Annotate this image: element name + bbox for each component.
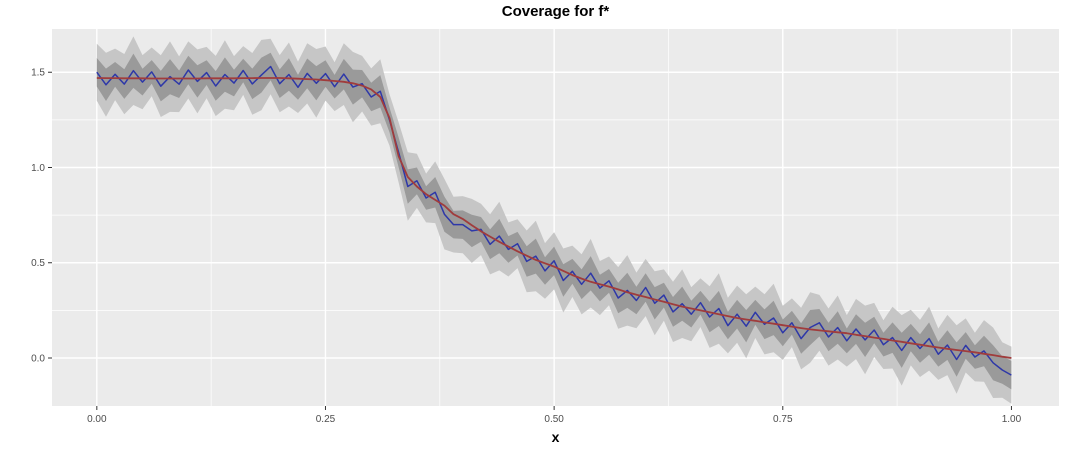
outer-credible-band — [96, 36, 1012, 404]
x-tick-label: 0.50 — [544, 414, 564, 425]
geoms — [96, 36, 1012, 404]
x-tick-label: 1.00 — [1002, 414, 1022, 425]
inner-credible-band — [96, 52, 1012, 390]
true-function-line — [96, 77, 1012, 359]
y-tick-label: 0.0 — [31, 353, 45, 364]
x-axis-title: x — [551, 429, 560, 445]
x-tick-label: 0.25 — [316, 414, 336, 425]
chart-title: Coverage for f* — [501, 3, 610, 20]
y-tick-label: 0.5 — [31, 258, 45, 269]
y-tick-label: 1.5 — [31, 68, 45, 79]
estimate-line — [96, 65, 1012, 376]
y-tick-label: 1.0 — [31, 163, 45, 174]
x-tick-label: 0.75 — [773, 414, 793, 425]
x-tick-label: 0.00 — [87, 414, 107, 425]
axes: 0.00 0.25 0.50 0.75 1.00 0.0 0.5 1.0 1.5 — [31, 68, 1022, 425]
